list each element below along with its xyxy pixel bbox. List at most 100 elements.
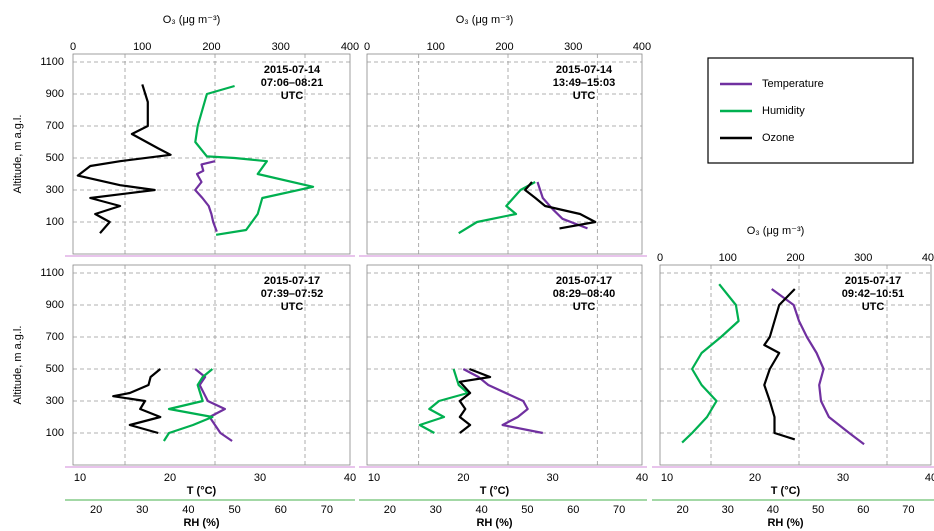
rh-tick-label: 70 [902,504,914,516]
t-tick-label: 40 [344,472,356,484]
o3-tick-label: 200 [786,252,804,264]
rh-tick-label: 70 [613,504,625,516]
annotation: UTC [281,301,304,313]
profile-line [536,181,588,230]
o3-axis-label: O₃ (μg m⁻³) [456,14,514,26]
rh-axis-label: RH (%) [183,517,219,529]
profile-line [76,84,172,234]
annotation: 2015-07-14 [556,64,613,76]
rh-tick-label: 30 [430,504,442,516]
o3-tick-label: 200 [495,41,513,53]
annotation: UTC [862,301,885,313]
t-tick-label: 10 [74,472,86,484]
annotation: 2015-07-17 [845,275,901,287]
y-tick-label: 700 [46,331,64,343]
legend-label: Humidity [762,105,805,117]
o3-tick-label: 100 [133,41,151,53]
annotation: UTC [281,90,304,102]
annotation: 2015-07-17 [556,275,612,287]
t-axis-label: T (°C) [480,485,510,497]
annotation: 09:42–10:51 [842,288,904,300]
profile-line [194,84,315,236]
rh-axis-label: RH (%) [767,517,803,529]
annotation: 07:39–07:52 [261,288,323,300]
o3-tick-label: 400 [341,41,359,53]
o3-tick-label: 300 [272,41,290,53]
t-tick-label: 30 [837,472,849,484]
y-axis-label: Altitude, m a.g.l. [12,326,24,405]
o3-tick-label: 300 [564,41,582,53]
rh-tick-label: 50 [812,504,824,516]
o3-tick-label: 400 [922,252,934,264]
y-tick-label: 1100 [40,267,64,279]
o3-tick-label: 0 [70,41,76,53]
t-tick-label: 40 [925,472,934,484]
rh-tick-label: 30 [722,504,734,516]
profile-line [194,160,218,232]
annotation: UTC [573,90,596,102]
o3-tick-label: 300 [854,252,872,264]
rh-tick-label: 20 [676,504,688,516]
profile-line [418,368,469,434]
rh-tick-label: 40 [182,504,194,516]
o3-tick-label: 0 [657,252,663,264]
t-axis-label: T (°C) [187,485,217,497]
rh-tick-label: 20 [384,504,396,516]
t-tick-label: 30 [254,472,266,484]
o3-axis-label: O₃ (μg m⁻³) [747,225,805,237]
plot-frame [72,53,351,255]
y-tick-label: 1100 [40,56,64,68]
annotation: UTC [573,301,596,313]
t-tick-label: 10 [661,472,673,484]
rh-tick-label: 50 [228,504,240,516]
rh-tick-label: 60 [857,504,869,516]
o3-tick-label: 0 [364,41,370,53]
y-tick-label: 700 [46,120,64,132]
rh-tick-label: 60 [567,504,579,516]
rh-axis-label: RH (%) [476,517,512,529]
legend-label: Temperature [762,78,824,90]
y-tick-label: 300 [46,184,64,196]
y-axis-label: Altitude, m a.g.l. [12,115,24,194]
annotation: 07:06–08:21 [261,77,323,89]
plot-frame [72,264,351,466]
plot-frame [659,264,932,466]
t-tick-label: 30 [547,472,559,484]
rh-tick-label: 70 [321,504,333,516]
plot-frame [366,264,643,466]
annotation: 2015-07-14 [264,64,321,76]
profile-line [194,368,233,442]
o3-axis-label: O₃ (μg m⁻³) [163,14,221,26]
y-tick-label: 100 [46,216,64,228]
plot-frame [366,53,643,255]
o3-tick-label: 200 [202,41,220,53]
rh-tick-label: 40 [475,504,487,516]
o3-tick-label: 400 [633,41,651,53]
y-tick-label: 300 [46,395,64,407]
t-tick-label: 40 [636,472,648,484]
rh-tick-label: 30 [136,504,148,516]
profile-line [162,368,214,442]
profile-line [771,288,865,446]
y-tick-label: 500 [46,152,64,164]
y-tick-label: 900 [46,88,64,100]
y-tick-label: 500 [46,363,64,375]
o3-tick-label: 100 [719,252,737,264]
y-tick-label: 100 [46,427,64,439]
rh-tick-label: 20 [90,504,102,516]
profile-line [763,288,796,441]
annotation: 13:49–15:03 [553,77,615,89]
t-axis-label: T (°C) [771,485,801,497]
profile-line [458,367,492,434]
annotation: 08:29–08:40 [553,288,615,300]
t-tick-label: 10 [368,472,380,484]
t-tick-label: 20 [749,472,761,484]
t-tick-label: 20 [164,472,176,484]
t-tick-label: 20 [457,472,469,484]
profile-line [112,368,162,435]
rh-tick-label: 60 [275,504,287,516]
o3-tick-label: 100 [427,41,445,53]
profile-line [524,181,597,230]
rh-tick-label: 50 [521,504,533,516]
